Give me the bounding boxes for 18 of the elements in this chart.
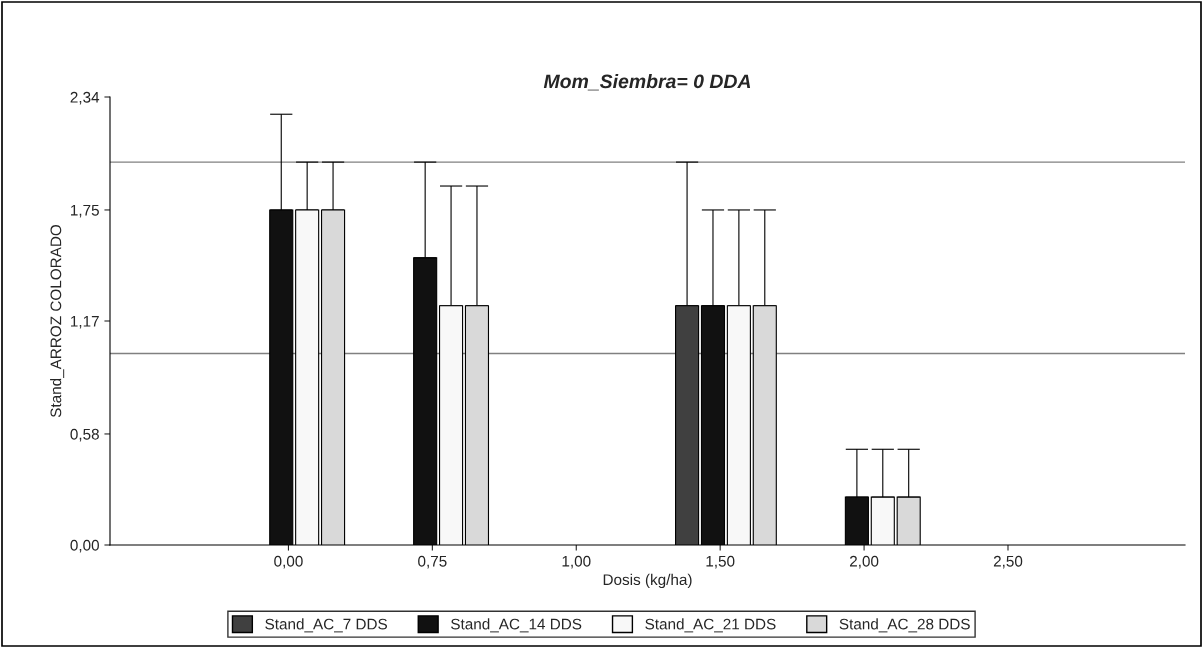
x-tick-label: 1,00 (562, 555, 591, 569)
x-tick-label: 1,50 (706, 555, 735, 569)
legend-label: Stand_AC_7 DDS (265, 618, 388, 633)
chart-title: Mom_Siembra= 0 DDA (543, 73, 751, 91)
x-tick-label: 2,50 (993, 555, 1023, 569)
y-axis-title: Stand_ARROZ COLORADO (50, 224, 65, 418)
x-tick-label: 0,00 (274, 555, 303, 569)
y-tick-label: 1,17 (71, 316, 99, 329)
x-tick-label: 0,75 (418, 555, 447, 569)
legend-label: Stand_AC_28 DDS (839, 618, 970, 633)
x-axis-title: Dosis (kg/ha) (603, 573, 692, 589)
legend-label: Stand_AC_14 DDS (451, 618, 582, 633)
y-tick-label: 0,58 (70, 428, 99, 442)
y-tick-label: 2,34 (70, 91, 100, 105)
y-tick-label: 0,00 (70, 539, 99, 553)
y-tick-label: 1,75 (71, 204, 99, 218)
x-tick-label: 2,00 (849, 555, 879, 569)
legend-label: Stand_AC_21 DDS (645, 618, 776, 633)
